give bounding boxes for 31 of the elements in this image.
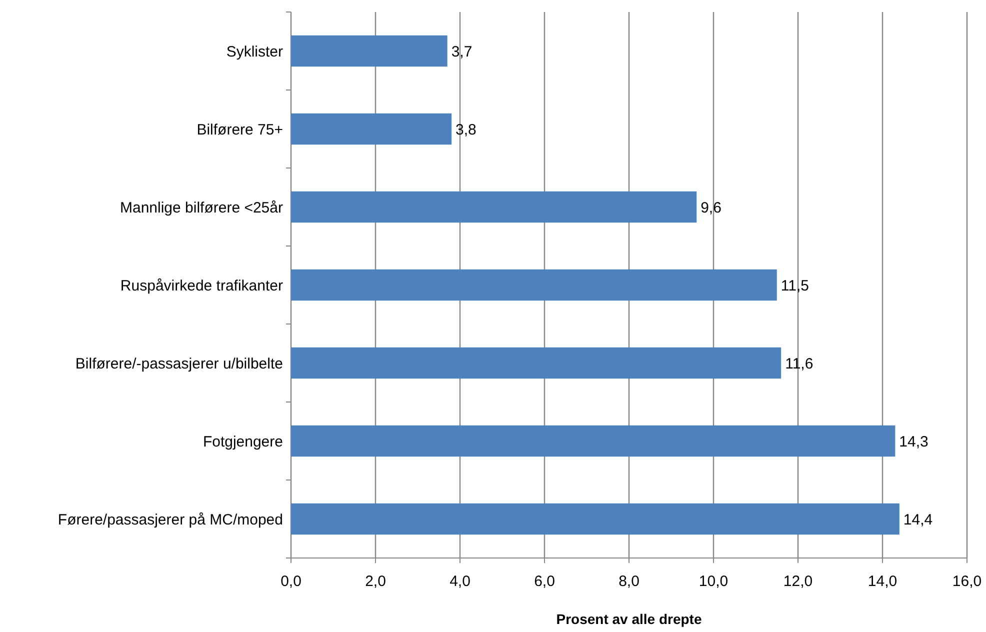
data-label: 11,6 [785,355,814,372]
bar [291,35,448,67]
x-tick-label: 10,0 [698,573,728,590]
data-label: 3,8 [456,121,476,138]
data-label: 14,3 [899,433,928,450]
bar [291,269,777,301]
y-tick-label: Ruspåvirkede trafikanter [120,277,283,294]
x-tick-label: 8,0 [618,573,640,590]
bar [291,503,900,535]
y-tick-label: Fotgjengere [202,433,283,450]
y-tick-label: Førere/passasjerer på MC/moped [58,511,283,528]
x-tick-label: 16,0 [952,573,982,590]
bar [291,347,782,379]
x-tick-label: 2,0 [365,573,386,590]
x-tick-label: 0,0 [280,573,302,590]
data-label: 9,6 [700,199,722,216]
bar [291,191,697,223]
y-tick-label: Syklister [226,43,283,60]
data-label: 11,5 [780,277,809,294]
x-axis-title: Prosent av alle drepte [556,611,702,627]
x-tick-label: 4,0 [450,573,470,590]
bar [291,425,896,457]
data-label: 3,7 [451,43,472,60]
x-tick-label: 12,0 [783,573,813,590]
x-tick-label: 14,0 [868,573,898,590]
data-label: 14,4 [903,511,933,528]
y-tick-label: Bilførere 75+ [196,121,284,138]
y-tick-label: Mannlige bilførere <25år [120,199,283,216]
bar [291,113,452,145]
x-tick-label: 6,0 [534,573,555,590]
y-tick-label: Bilførere/-passasjerer u/bilbelte [75,355,283,372]
